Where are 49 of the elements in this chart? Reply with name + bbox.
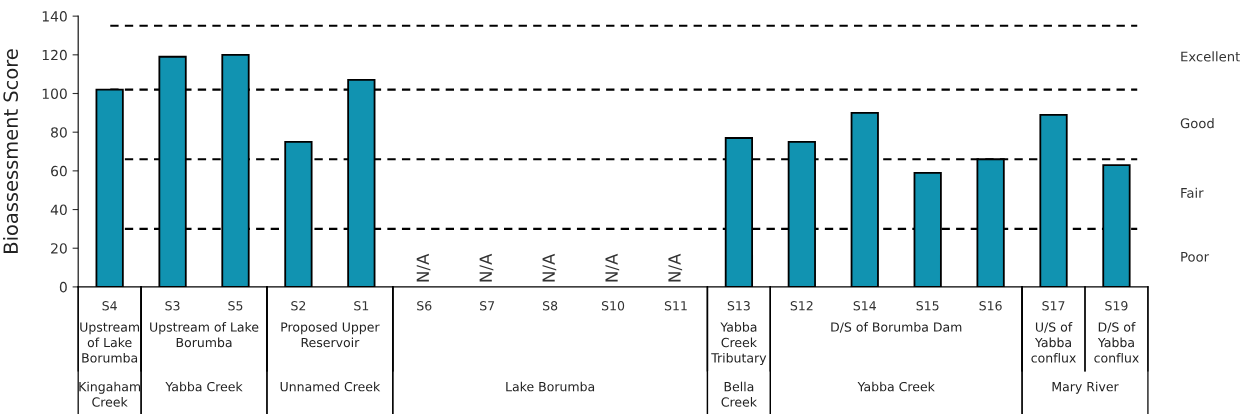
y-tick-label: 20 [51, 243, 67, 254]
x-tick-label: S10 [601, 301, 625, 311]
x-tick-label: S19 [1105, 301, 1128, 311]
text: N/A [668, 253, 683, 282]
text: Excellent [1181, 51, 1240, 62]
x-tick-label: S4 [102, 301, 117, 311]
x-tick-label: S15 [916, 301, 939, 311]
text: N/A [479, 253, 494, 282]
text: Upstream of Lake Borumba [80, 322, 140, 363]
text: Yabba Creek [857, 381, 935, 392]
text: Poor [1181, 251, 1210, 262]
text: Lake Borumba [506, 381, 595, 392]
y-tick-label: 120 [42, 49, 67, 61]
x-tick-label: S14 [853, 301, 876, 311]
text: D/S of Yabba conflux [1094, 322, 1139, 363]
y-tick-label: 80 [51, 127, 67, 138]
x-tick-label: S5 [228, 301, 243, 311]
text: N/A [605, 253, 620, 282]
text: Fair [1181, 187, 1204, 198]
x-tick-label: S16 [979, 301, 1002, 311]
text: U/S of Yabba conflux [1031, 322, 1076, 363]
text: Unnamed Creek [280, 381, 381, 392]
text: Kingaham Creek [79, 381, 141, 407]
text: N/A [542, 253, 557, 282]
text: D/S of Borumba Dam [831, 322, 962, 333]
text: Yabba Creek Tributary [711, 322, 767, 366]
x-tick-label: S11 [664, 301, 687, 311]
y-tick-label: 40 [50, 204, 67, 216]
x-tick-label: S17 [1042, 301, 1065, 311]
x-tick-label: S6 [417, 301, 432, 311]
text: Good [1180, 118, 1214, 129]
text: N/A [416, 253, 431, 282]
y-tick-label: 100 [42, 88, 67, 99]
y-axis-title: Bioassessment Score [2, 49, 19, 253]
text: Proposed Upper Reservoir [281, 322, 380, 348]
x-tick-label: S1 [354, 301, 369, 311]
x-tick-label: S3 [165, 301, 180, 311]
x-tick-label: S13 [727, 301, 750, 311]
x-tick-label: S7 [480, 301, 495, 311]
y-tick-label: 0 [59, 281, 67, 293]
x-tick-label: S12 [790, 301, 813, 311]
y-tick-label: 60 [51, 165, 67, 177]
text: Upstream of Lake Borumba [150, 322, 259, 348]
text: Yabba Creek [165, 381, 243, 392]
y-tick-label: 140 [42, 11, 67, 22]
text: Mary River [1052, 381, 1119, 394]
x-tick-label: S8 [543, 301, 558, 311]
text: Bella Creek [721, 381, 757, 407]
x-tick-label: S2 [291, 301, 306, 311]
